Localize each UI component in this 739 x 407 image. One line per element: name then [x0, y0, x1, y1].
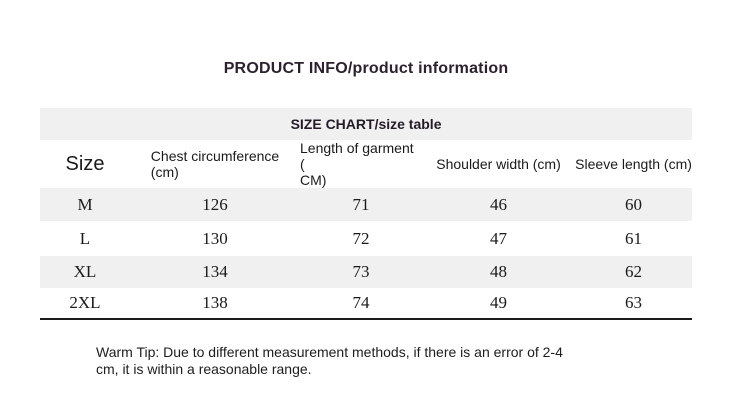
chest-cell: 126	[130, 188, 300, 221]
size-cell: 2XL	[40, 288, 130, 319]
garment-length-cell: 71	[300, 188, 422, 221]
table-row-xl: XL 134 73 48 62	[40, 256, 693, 288]
sleeve-length-cell: 63	[575, 288, 693, 319]
column-header-shoulder-width-label: Shoulder width (cm)	[436, 156, 561, 172]
sleeve-length-cell: 61	[575, 221, 693, 256]
size-cell: XL	[40, 256, 130, 288]
warm-tip-line-1: Warm Tip: Due to different measurement m…	[96, 344, 563, 360]
size-cell: L	[40, 221, 130, 256]
column-header-size-label: Size	[65, 153, 105, 175]
column-header-size: Size	[40, 140, 130, 188]
column-header-garment-length: Length of garment (CM)	[300, 140, 422, 188]
table-row-2xl: 2XL 138 74 49 63	[40, 288, 693, 319]
table-row-l: L 130 72 47 61	[40, 221, 693, 256]
sleeve-length-cell: 60	[575, 188, 693, 221]
chest-cell: 134	[130, 256, 300, 288]
column-header-chest-label: Chest circumference	[150, 148, 280, 164]
size-chart-title: SIZE CHART/size table	[40, 108, 693, 140]
column-header-garment-length-label: Length of garment (	[300, 140, 414, 172]
column-header-sleeve-length: Sleeve length (cm)	[575, 140, 693, 188]
column-header-shoulder-width: Shoulder width (cm)	[422, 140, 575, 188]
garment-length-cell: 73	[300, 256, 422, 288]
column-header-chest: Chest circumference (cm)	[130, 140, 300, 188]
size-cell: M	[40, 188, 130, 221]
garment-length-cell: 74	[300, 288, 422, 319]
shoulder-width-cell: 46	[422, 188, 575, 221]
warm-tip-line-2: cm, it is within a reasonable range.	[96, 361, 312, 377]
size-chart-table: SIZE CHART/size table Size Chest circumf…	[40, 108, 693, 320]
page-title: PRODUCT INFO/product information	[223, 60, 509, 77]
size-chart-title-row: SIZE CHART/size table	[40, 108, 693, 140]
chest-cell: 138	[130, 288, 300, 319]
column-header-row: Size Chest circumference (cm) Length of g…	[40, 140, 693, 188]
shoulder-width-cell: 48	[422, 256, 575, 288]
warm-tip-note: Warm Tip: Due to different measurement m…	[96, 344, 563, 378]
shoulder-width-cell: 49	[422, 288, 575, 319]
sleeve-length-cell: 62	[575, 256, 693, 288]
column-header-sleeve-length-label: Sleeve length (cm)	[575, 156, 692, 172]
garment-length-cell: 72	[300, 221, 422, 256]
shoulder-width-cell: 47	[422, 221, 575, 256]
table-row-m: M 126 71 46 60	[40, 188, 693, 221]
chest-cell: 130	[130, 221, 300, 256]
